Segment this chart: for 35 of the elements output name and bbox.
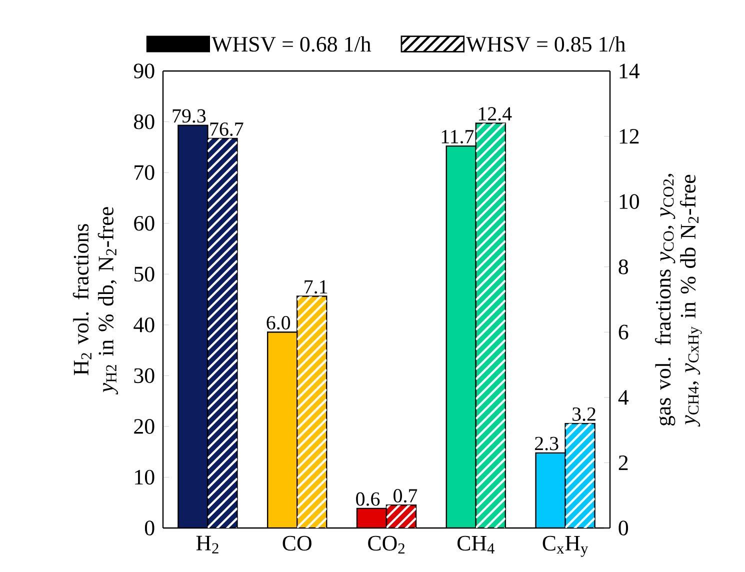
data-label: 0.6	[356, 492, 380, 506]
text: WHSV = 0.68 1/h	[212, 36, 371, 52]
y-tick-label: 10	[135, 470, 154, 485]
y2-tick-label: 14	[620, 64, 640, 78]
y-tick-label: 60	[134, 216, 154, 231]
y-tick-label: 50	[134, 266, 154, 282]
data-label: 79.3	[172, 109, 206, 123]
y-tick-label: 80	[134, 114, 154, 130]
x-tick-label: H$_{2}$	[196, 536, 218, 554]
data-label: 0.7	[394, 489, 418, 503]
data-label: 3.2	[572, 407, 596, 421]
data-label: 7.1	[304, 280, 328, 294]
y-tick-label: 40	[134, 317, 154, 332]
y2-tick-label: 6	[618, 324, 628, 340]
text: WHSV = 0.85 1/h	[466, 36, 626, 52]
data-label: 11.7	[442, 130, 474, 144]
y-tick-label: 70	[134, 165, 154, 180]
y2-tick-label: 10	[620, 194, 639, 209]
x-tick-label: CO$_{2}$	[368, 536, 404, 554]
y2-tick-label: 2	[618, 455, 628, 470]
y-tick-label: 90	[134, 64, 154, 78]
y2-tick-label: 12	[620, 129, 639, 144]
y2-tick-label: 8	[618, 259, 628, 274]
data-label: 6.0	[266, 316, 290, 330]
x-tick-label: CH$_{4}$	[458, 536, 494, 554]
y-tick-label: 20	[134, 419, 154, 434]
data-label: 12.4	[478, 107, 512, 121]
data-label: 2.3	[534, 436, 558, 450]
y-tick-label: 0	[144, 520, 154, 536]
x-tick-label: CO	[282, 536, 312, 551]
y2-tick-label: 0	[618, 520, 628, 536]
x-tick-label: C$_{x}$H$_{y}$	[542, 536, 588, 557]
y2-tick-label: 4	[618, 390, 629, 405]
y-tick-label: 30	[134, 368, 154, 384]
data-label: 76.7	[210, 122, 244, 136]
